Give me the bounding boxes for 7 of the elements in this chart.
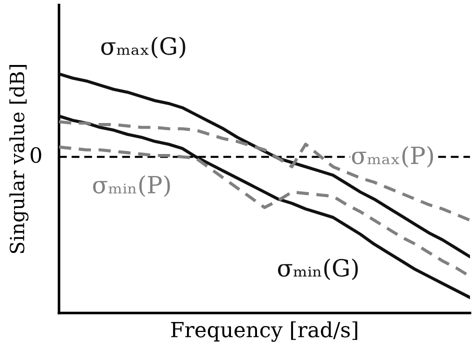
series-label: σₘₐₓ(G)	[101, 36, 186, 58]
series-label: σₘₐₓ(P)	[352, 146, 433, 168]
y-axis-title: Singular value [dB]	[9, 65, 28, 253]
x-axis-title: Frequency [rad/s]	[171, 321, 358, 342]
ref-line-label: 0	[30, 147, 42, 163]
series-label: σₘᵢₙ(P)	[93, 175, 170, 197]
series-label: σₘᵢₙ(G)	[278, 258, 358, 280]
